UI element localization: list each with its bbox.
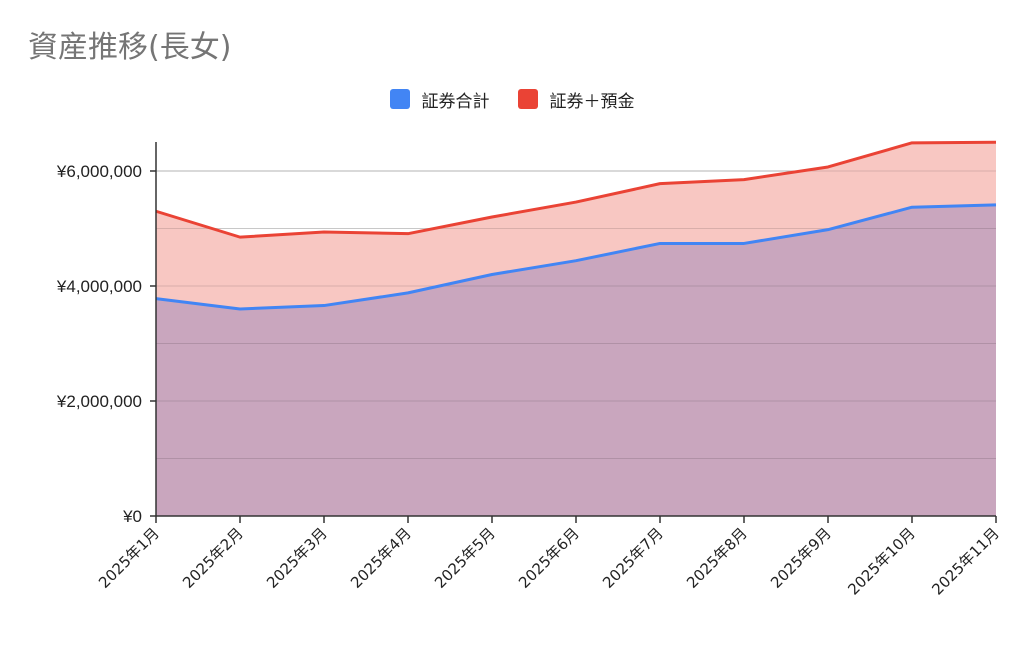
x-tick-label: 2025年5月 (431, 524, 499, 592)
legend-swatch-securities-deposits (517, 89, 538, 109)
area-securities (156, 204, 996, 517)
x-tick-label: 2025年8月 (683, 524, 751, 592)
chart-title: 資産推移(長女) (28, 30, 232, 65)
legend-label-securities: 証券合計 (421, 91, 490, 112)
legend-label-securities-deposits: 証券＋預金 (549, 91, 635, 112)
y-tick-label: ¥4,000,000 (56, 277, 142, 296)
x-tick-label: 2025年11月 (928, 524, 1002, 598)
x-tick-label: 2025年2月 (179, 524, 247, 592)
x-tick-label: 2025年10月 (844, 524, 918, 598)
x-tick-label: 2025年9月 (767, 524, 835, 592)
x-tick-label: 2025年7月 (599, 524, 667, 592)
y-tick-label: ¥2,000,000 (56, 392, 142, 411)
legend-item-securities[interactable]: 証券合計 (389, 87, 490, 112)
chart-legend: 証券合計 証券＋預金 (0, 86, 1024, 112)
x-tick-label: 2025年3月 (263, 524, 331, 592)
x-tick-label: 2025年1月 (95, 524, 163, 592)
x-tick-label: 2025年4月 (347, 524, 415, 592)
y-tick-label: ¥0 (122, 507, 142, 526)
legend-item-securities-deposits[interactable]: 証券＋預金 (517, 87, 635, 112)
y-tick-label: ¥6,000,000 (56, 162, 142, 181)
line-securities (155, 203, 997, 311)
x-tick-label: 2025年6月 (515, 524, 583, 592)
line-securities-deposits (155, 140, 997, 239)
legend-swatch-securities (389, 89, 410, 109)
